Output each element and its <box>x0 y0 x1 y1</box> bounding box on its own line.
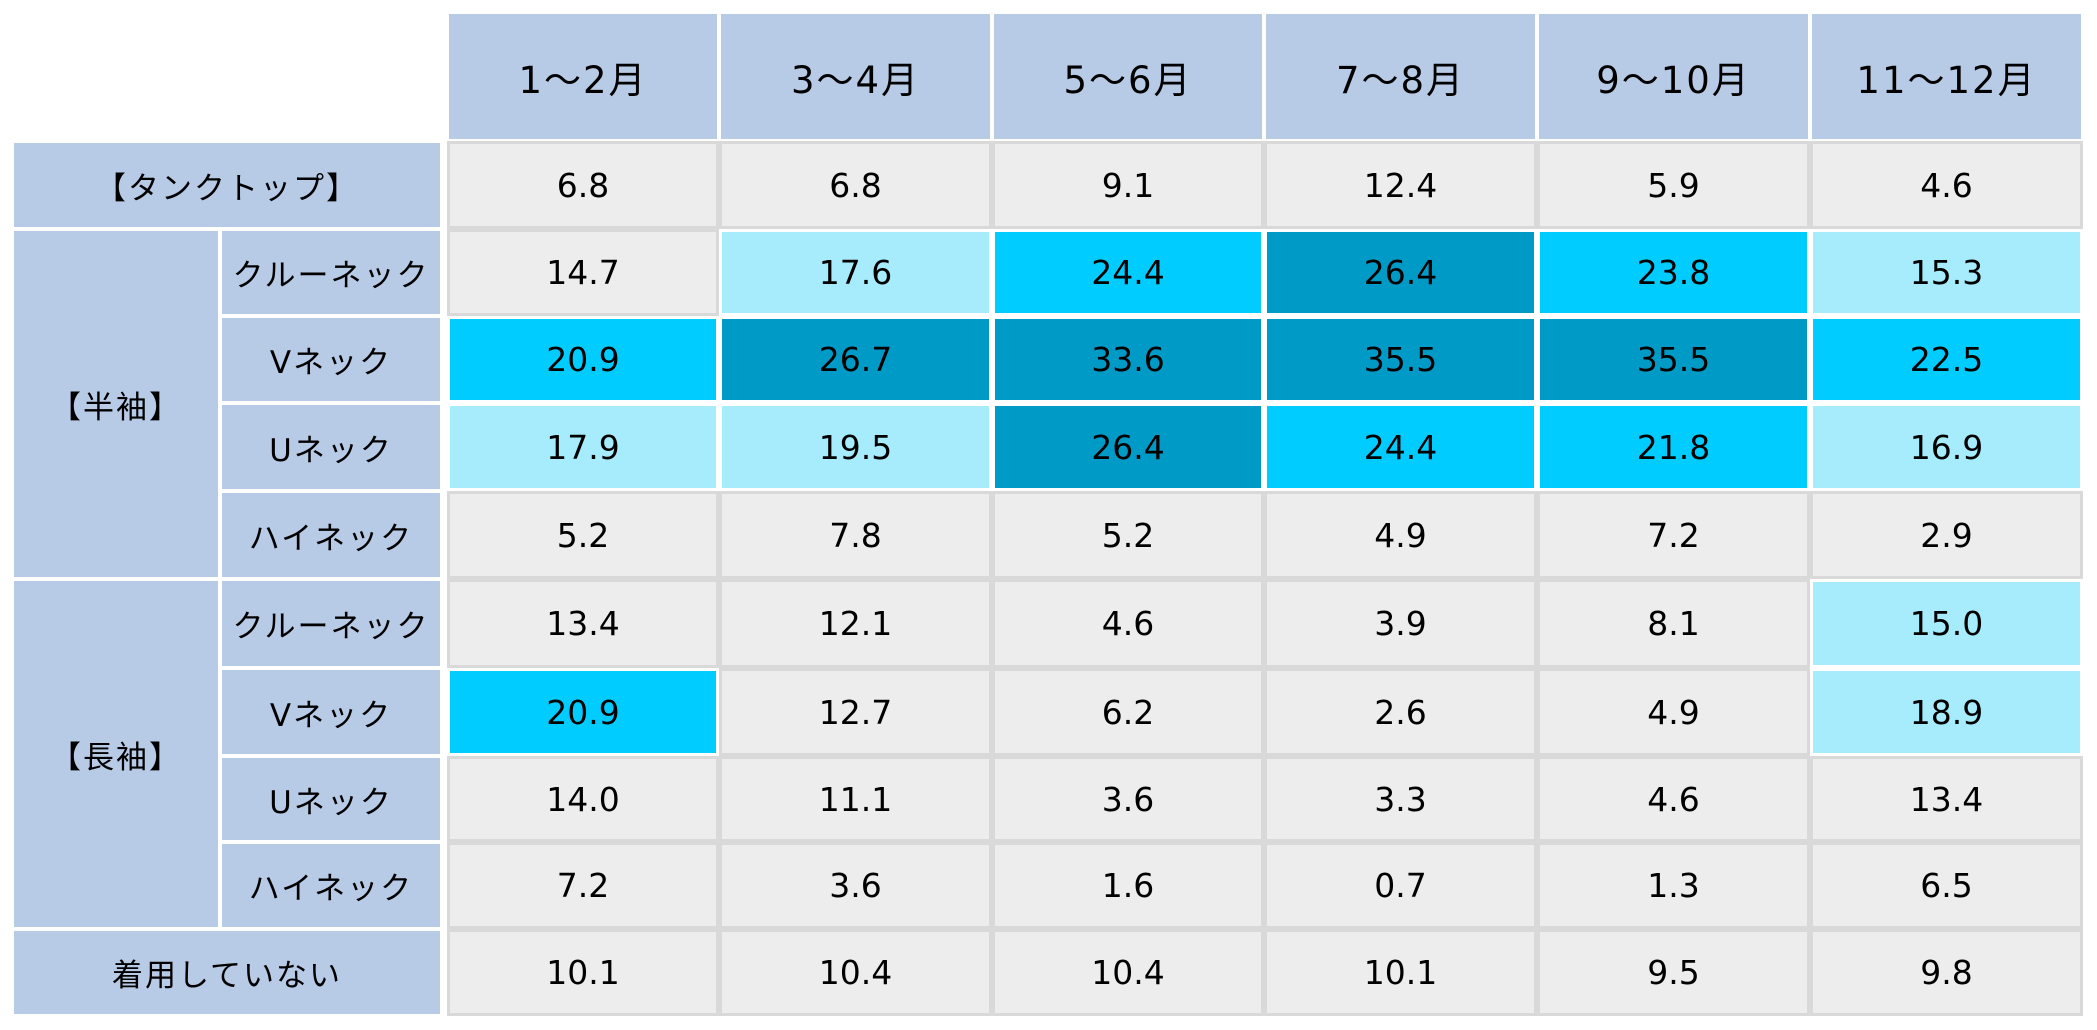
value-cell: 6.8 <box>719 141 992 229</box>
value-cell: 2.9 <box>1810 491 2083 579</box>
value-cell: 7.2 <box>447 842 719 929</box>
value-cell: 24.4 <box>992 229 1264 316</box>
row-label: Vネック <box>220 668 442 756</box>
value-cell: 11.1 <box>719 756 992 842</box>
value-cell: 3.6 <box>992 756 1264 842</box>
value-cell: 3.6 <box>719 842 992 929</box>
value-cell: 10.4 <box>719 929 992 1016</box>
value-cell: 16.9 <box>1810 403 2083 491</box>
row-label: Vネック <box>220 316 442 403</box>
value-cell: 12.7 <box>719 668 992 756</box>
value-cell: 12.4 <box>1264 141 1537 229</box>
value-cell: 24.4 <box>1264 403 1537 491</box>
value-cell: 22.5 <box>1810 316 2083 403</box>
value-cell: 26.4 <box>992 403 1264 491</box>
value-cell: 13.4 <box>1810 756 2083 842</box>
row-label: Uネック <box>220 403 442 491</box>
row-label: クルーネック <box>220 229 442 316</box>
value-cell: 35.5 <box>1264 316 1537 403</box>
value-cell: 14.7 <box>447 229 719 316</box>
column-header: 11～12月 <box>1810 12 2083 141</box>
value-cell: 17.6 <box>719 229 992 316</box>
value-cell: 4.9 <box>1537 668 1810 756</box>
value-cell: 33.6 <box>992 316 1264 403</box>
value-cell: 10.1 <box>447 929 719 1016</box>
value-cell: 10.4 <box>992 929 1264 1016</box>
value-cell: 3.9 <box>1264 579 1537 668</box>
column-header: 3～4月 <box>719 12 992 141</box>
value-cell: 9.8 <box>1810 929 2083 1016</box>
value-cell: 6.2 <box>992 668 1264 756</box>
value-cell: 20.9 <box>447 668 719 756</box>
value-cell: 14.0 <box>447 756 719 842</box>
value-cell: 21.8 <box>1537 403 1810 491</box>
value-cell: 4.6 <box>1537 756 1810 842</box>
value-cell: 9.5 <box>1537 929 1810 1016</box>
value-cell: 7.2 <box>1537 491 1810 579</box>
column-header: 9～10月 <box>1537 12 1810 141</box>
value-cell: 3.3 <box>1264 756 1537 842</box>
value-cell: 8.1 <box>1537 579 1810 668</box>
value-cell: 26.7 <box>719 316 992 403</box>
column-header: 7～8月 <box>1264 12 1537 141</box>
value-cell: 5.2 <box>447 491 719 579</box>
value-cell: 12.1 <box>719 579 992 668</box>
value-cell: 6.5 <box>1810 842 2083 929</box>
value-cell: 35.5 <box>1537 316 1810 403</box>
row-label: Uネック <box>220 756 442 842</box>
value-cell: 10.1 <box>1264 929 1537 1016</box>
row-label: クルーネック <box>220 579 442 668</box>
value-cell: 13.4 <box>447 579 719 668</box>
value-cell: 1.3 <box>1537 842 1810 929</box>
value-cell: 0.7 <box>1264 842 1537 929</box>
value-cell: 1.6 <box>992 842 1264 929</box>
value-cell: 20.9 <box>447 316 719 403</box>
value-cell: 15.0 <box>1810 579 2083 668</box>
column-header: 5～6月 <box>992 12 1264 141</box>
group-label: 【半袖】 <box>12 229 220 579</box>
value-cell: 5.2 <box>992 491 1264 579</box>
value-cell: 4.6 <box>1810 141 2083 229</box>
value-cell: 15.3 <box>1810 229 2083 316</box>
value-cell: 9.1 <box>992 141 1264 229</box>
group-label: 着用していない <box>12 929 442 1016</box>
group-label: 【タンクトップ】 <box>12 141 442 229</box>
value-cell: 7.8 <box>719 491 992 579</box>
value-cell: 19.5 <box>719 403 992 491</box>
group-label: 【長袖】 <box>12 579 220 929</box>
value-cell: 5.9 <box>1537 141 1810 229</box>
value-cell: 2.6 <box>1264 668 1537 756</box>
row-label: ハイネック <box>220 842 442 929</box>
value-cell: 23.8 <box>1537 229 1810 316</box>
value-cell: 4.9 <box>1264 491 1537 579</box>
value-cell: 6.8 <box>447 141 719 229</box>
value-cell: 17.9 <box>447 403 719 491</box>
value-cell: 4.6 <box>992 579 1264 668</box>
row-label: ハイネック <box>220 491 442 579</box>
value-cell: 18.9 <box>1810 668 2083 756</box>
value-cell: 26.4 <box>1264 229 1537 316</box>
column-header: 1～2月 <box>447 12 719 141</box>
